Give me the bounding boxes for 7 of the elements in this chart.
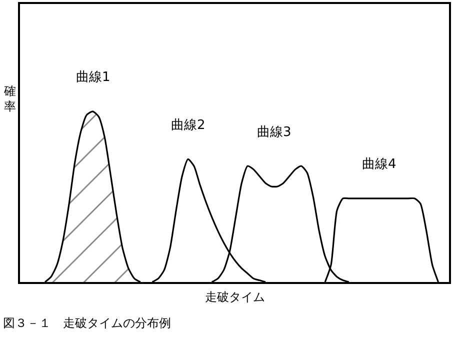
- x-axis-title: 走破タイム: [205, 290, 265, 304]
- text: 曲線4: [362, 157, 396, 172]
- y-axis-title: 確率: [3, 84, 16, 114]
- text: 曲線2: [171, 118, 206, 133]
- text: 曲線3: [257, 125, 292, 140]
- text: 曲線1: [76, 70, 110, 85]
- caption: 図３－１ 走破タイムの分布例: [3, 316, 171, 330]
